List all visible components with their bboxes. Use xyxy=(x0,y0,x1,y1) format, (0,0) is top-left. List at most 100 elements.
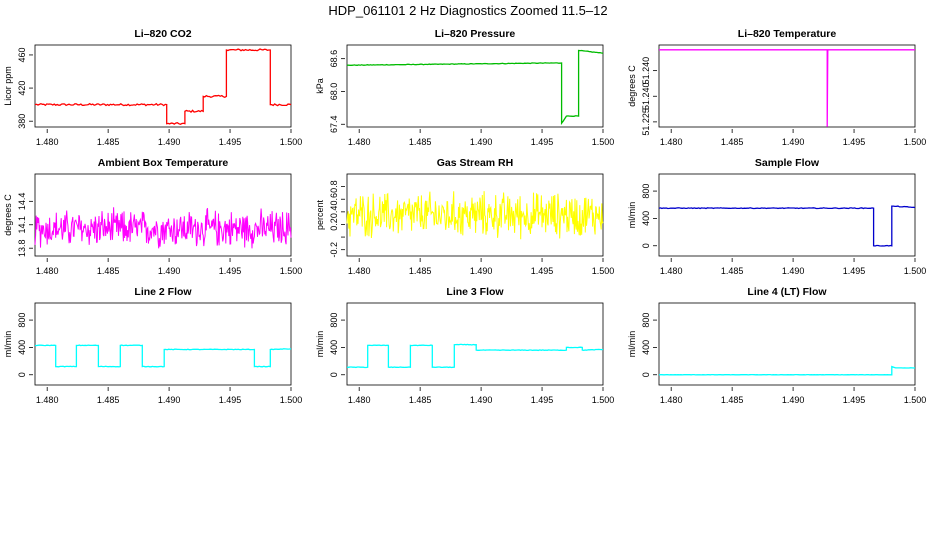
panel-title: Gas Stream RH xyxy=(437,157,513,169)
panel-title: Li–820 Temperature xyxy=(738,28,837,40)
y-tick-label: 400 xyxy=(17,340,27,355)
y-tick-label: 68.6 xyxy=(329,50,339,68)
y-tick-label: 0 xyxy=(641,372,651,377)
y-tick-label: 460 xyxy=(17,47,27,62)
x-tick-label: 1.480 xyxy=(36,266,59,276)
panel-2: Li–820 Pressure 1.480 1.485 1.490 1.495 1.500… xyxy=(315,28,614,147)
x-tick-label: 1.495 xyxy=(843,137,866,147)
panel-7: Line 2 Flow 1.480 1.485 1.490 1.495 1.500 0 400… xyxy=(3,286,302,405)
x-tick-label: 1.480 xyxy=(348,137,371,147)
x-tick-label: 1.485 xyxy=(97,137,120,147)
y-tick-label: -0.2 xyxy=(329,242,339,258)
y-tick-label: 400 xyxy=(641,211,651,226)
y-tick-label: 13.8 xyxy=(17,239,27,257)
panel-title: Li–820 CO2 xyxy=(134,28,191,40)
x-tick-label: 1.485 xyxy=(409,137,432,147)
y-tick-label: 51.225 xyxy=(641,108,651,136)
x-tick-label: 1.500 xyxy=(280,395,303,405)
y-tick-label: 0 xyxy=(641,243,651,248)
panel-title: Line 2 Flow xyxy=(134,286,192,298)
y-axis-label: degrees C xyxy=(3,194,13,236)
x-tick-label: 1.495 xyxy=(531,395,554,405)
y-tick-label: 800 xyxy=(641,184,651,199)
x-tick-label: 1.495 xyxy=(219,395,242,405)
y-axis-label: ml/min xyxy=(627,202,637,229)
x-tick-label: 1.480 xyxy=(660,137,683,147)
plot-frame xyxy=(346,44,604,128)
y-tick-label: 400 xyxy=(329,340,339,355)
y-tick-label: 800 xyxy=(641,313,651,328)
y-axis-label: degrees C xyxy=(627,65,637,107)
x-tick-label: 1.480 xyxy=(36,137,59,147)
y-tick-label: 380 xyxy=(17,114,27,129)
x-tick-label: 1.480 xyxy=(660,395,683,405)
x-tick-label: 1.490 xyxy=(158,137,181,147)
panel-4: Ambient Box Temperature 1.480 1.485 1.490 1.… xyxy=(3,157,302,276)
panel-8: Line 3 Flow 1.480 1.485 1.490 1.495 1.500 0 400… xyxy=(315,286,614,405)
panel-title: Li–820 Pressure xyxy=(435,28,516,40)
x-tick-label: 1.490 xyxy=(782,137,805,147)
plot-frame xyxy=(346,173,604,257)
x-tick-label: 1.500 xyxy=(592,395,615,405)
main-title: HDP_061101 2 Hz Diagnostics Zoomed 11.5–… xyxy=(328,3,607,18)
x-tick-label: 1.490 xyxy=(782,266,805,276)
y-tick-label: 800 xyxy=(329,313,339,328)
panel-5: Gas Stream RH 1.480 1.485 1.490 1.495 1.500 -0… xyxy=(315,157,614,276)
y-axis-label: ml/min xyxy=(315,331,325,358)
x-tick-label: 1.500 xyxy=(904,266,927,276)
plot-frame xyxy=(34,302,292,386)
x-tick-label: 1.495 xyxy=(843,395,866,405)
x-tick-label: 1.485 xyxy=(721,137,744,147)
series-line xyxy=(658,205,916,247)
x-tick-label: 1.480 xyxy=(348,266,371,276)
x-tick-label: 1.495 xyxy=(219,266,242,276)
x-tick-label: 1.480 xyxy=(348,395,371,405)
x-tick-label: 1.485 xyxy=(97,395,120,405)
series-line xyxy=(34,344,292,368)
y-tick-label: 51.240 xyxy=(641,82,651,110)
x-tick-label: 1.500 xyxy=(592,137,615,147)
x-tick-label: 1.495 xyxy=(531,266,554,276)
y-tick-label: 0.8 xyxy=(329,180,339,193)
plot-frame xyxy=(346,302,604,386)
panel-title: Line 3 Flow xyxy=(446,286,504,298)
x-tick-label: 1.500 xyxy=(904,395,927,405)
series-line xyxy=(34,207,292,249)
x-tick-label: 1.485 xyxy=(721,395,744,405)
panel-title: Line 4 (LT) Flow xyxy=(747,286,827,298)
y-axis-label: Licor ppm xyxy=(3,66,13,106)
x-tick-label: 1.495 xyxy=(843,266,866,276)
panel-1: Li–820 CO2 1.480 1.485 1.490 1.495 1.500 380 42… xyxy=(3,28,302,147)
x-tick-label: 1.490 xyxy=(158,395,181,405)
y-tick-label: 14.4 xyxy=(17,193,27,211)
x-tick-label: 1.500 xyxy=(280,266,303,276)
x-tick-label: 1.490 xyxy=(782,395,805,405)
panel-title: Ambient Box Temperature xyxy=(98,157,229,169)
y-tick-label: 800 xyxy=(17,313,27,328)
x-tick-label: 1.500 xyxy=(592,266,615,276)
x-tick-label: 1.485 xyxy=(721,266,744,276)
y-tick-label: 0 xyxy=(17,372,27,377)
y-tick-label: 51.240 xyxy=(641,57,651,85)
y-tick-label: 0.2 xyxy=(329,218,339,231)
series-line xyxy=(659,49,915,127)
y-axis-label: percent xyxy=(315,199,325,230)
x-tick-label: 1.480 xyxy=(36,395,59,405)
x-tick-label: 1.500 xyxy=(904,137,927,147)
panel-3: Li–820 Temperature 1.480 1.485 1.490 1.495 1.… xyxy=(627,28,926,147)
series-line xyxy=(346,343,604,369)
plot-frame xyxy=(34,173,292,257)
y-tick-label: 420 xyxy=(17,81,27,96)
y-tick-label: 0.4 xyxy=(329,206,339,219)
plot-frame xyxy=(658,173,916,257)
x-tick-label: 1.485 xyxy=(409,266,432,276)
y-tick-label: 68.0 xyxy=(329,83,339,101)
plot-frame xyxy=(34,44,292,128)
x-tick-label: 1.495 xyxy=(219,137,242,147)
plot-frame xyxy=(658,302,916,386)
x-tick-label: 1.490 xyxy=(470,137,493,147)
x-tick-label: 1.500 xyxy=(280,137,303,147)
x-tick-label: 1.490 xyxy=(470,395,493,405)
x-tick-label: 1.495 xyxy=(531,137,554,147)
